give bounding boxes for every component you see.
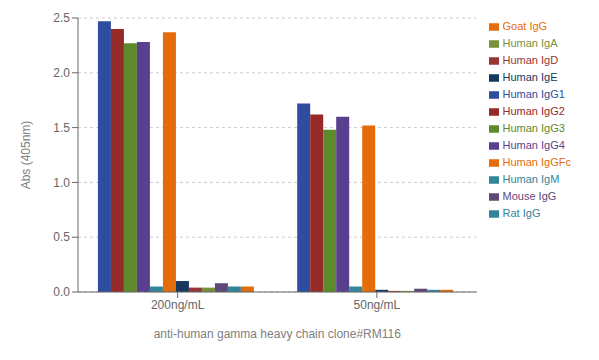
html-text:Human IgG2: Human IgG2 bbox=[502, 105, 565, 117]
svg-text:1.5: 1.5 bbox=[53, 121, 70, 135]
svg-text:2.0: 2.0 bbox=[53, 66, 70, 80]
svg-text:1.0: 1.0 bbox=[53, 176, 70, 190]
html-text:Rat IgG: Rat IgG bbox=[502, 207, 541, 219]
html-text:Human IgM: Human IgM bbox=[502, 173, 560, 185]
svg-text:Abs (405nm): Abs (405nm) bbox=[19, 121, 33, 190]
svg-text:0.5: 0.5 bbox=[53, 230, 70, 244]
html-text:Human IgE: Human IgE bbox=[502, 71, 558, 83]
html-text:Human IgG1: Human IgG1 bbox=[502, 88, 565, 100]
svg-text:0.0: 0.0 bbox=[53, 285, 70, 299]
html-text:Human IgD: Human IgD bbox=[502, 54, 559, 66]
svg-text:anti-human gamma heavy chain c: anti-human gamma heavy chain clone#RM116 bbox=[154, 327, 402, 341]
svg-text:50ng/mL: 50ng/mL bbox=[354, 298, 401, 312]
html-text:Human IgGFc: Human IgGFc bbox=[502, 156, 571, 168]
svg-text:2.5: 2.5 bbox=[53, 11, 70, 25]
svg-text:200ng/mL: 200ng/mL bbox=[151, 298, 205, 312]
html-text:Human IgG4: Human IgG4 bbox=[502, 139, 565, 151]
html-text:Goat IgG: Goat IgG bbox=[502, 20, 548, 32]
html-text:Human IgG3: Human IgG3 bbox=[502, 122, 565, 134]
html-text:Mouse IgG: Mouse IgG bbox=[502, 190, 557, 202]
html-text:Human IgA: Human IgA bbox=[502, 37, 558, 49]
